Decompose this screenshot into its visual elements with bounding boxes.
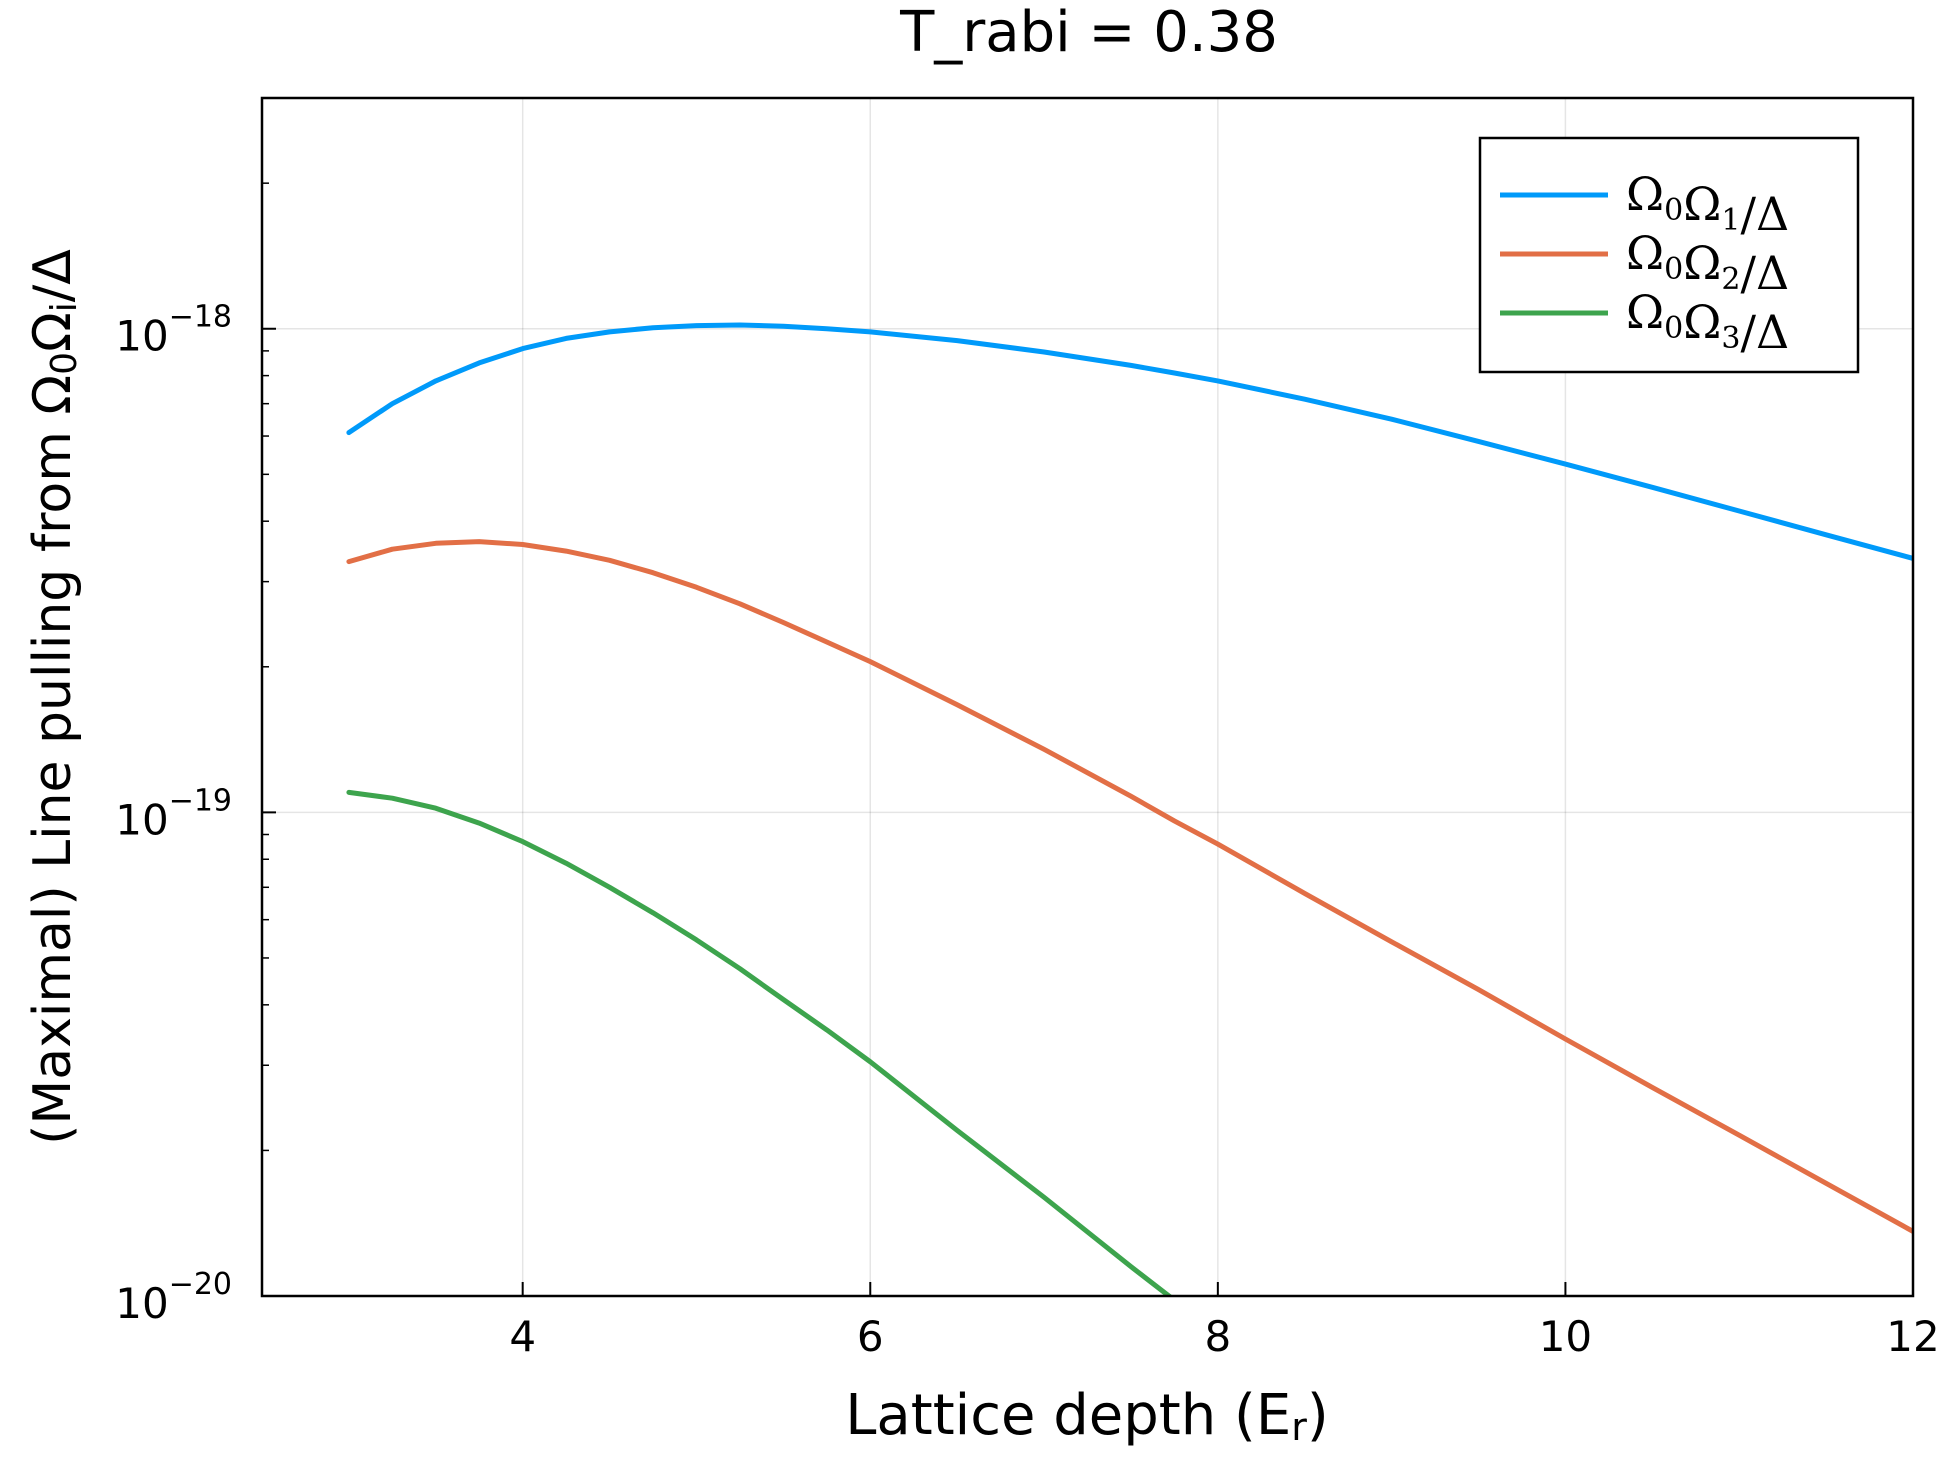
plot-frame	[260, 96, 1915, 1298]
y-tick-label: 10−18	[115, 300, 232, 361]
x-tick-label: 10	[1539, 1312, 1592, 1361]
series-line-2	[346, 539, 1913, 1234]
x-tick-label: 12	[1886, 1312, 1939, 1361]
chart-title: T_rabi = 0.38	[899, 0, 1278, 65]
legend-label-2: Ω0Ω2/Δ	[1626, 226, 1789, 300]
x-tick-label: 6	[857, 1312, 884, 1361]
x-axis-ticks: 4 6 8 10 12	[509, 1282, 1940, 1361]
y-tick-label: 10−20	[115, 1267, 232, 1328]
x-tick-label: 4	[509, 1312, 536, 1361]
x-axis-label: Lattice depth (Er)	[845, 1383, 1329, 1449]
y-axis-label: (Maximal) Line pulling from Ω0Ωi/Δ	[23, 249, 85, 1145]
x-tick-label: 8	[1204, 1312, 1231, 1361]
y-tick-label: 10−19	[115, 783, 232, 844]
y-axis-ticks: 10−20 10−19 10−18	[115, 300, 276, 1328]
series-layer	[346, 322, 1913, 1296]
legend-label-3: Ω0Ω3/Δ	[1626, 285, 1789, 359]
legend-label-1: Ω0Ω1/Δ	[1626, 167, 1789, 241]
series-line-1	[346, 322, 1913, 561]
series-line-3	[346, 789, 1174, 1296]
